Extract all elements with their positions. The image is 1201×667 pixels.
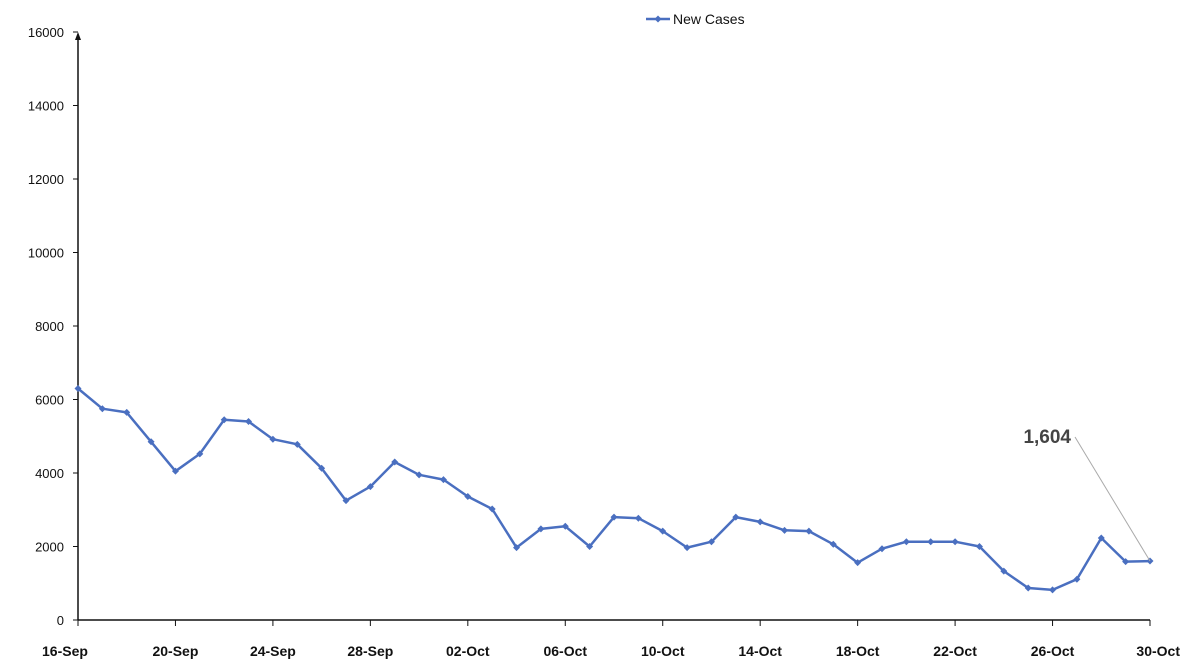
- data-point: [220, 416, 228, 424]
- data-point: [975, 543, 983, 550]
- y-tick-label: 14000: [28, 99, 64, 114]
- data-point: [464, 493, 472, 501]
- data-point: [781, 526, 789, 534]
- y-axis: 0 2000 4000 6000 8000 10000 12000 14000 16000: [28, 25, 81, 628]
- data-point: [123, 408, 131, 416]
- data-point: [245, 418, 253, 426]
- data-point: [1073, 575, 1081, 583]
- x-tick-label: 20-Sep: [152, 643, 198, 659]
- data-point: [878, 545, 886, 553]
- data-point: [610, 513, 618, 521]
- data-point: [659, 527, 667, 535]
- data-point: [318, 464, 326, 472]
- x-tick-label: 06-Oct: [543, 643, 587, 659]
- data-point: [293, 440, 301, 448]
- series-new-cases: [74, 384, 1154, 594]
- data-point: [537, 525, 545, 533]
- y-axis-arrow: [75, 32, 81, 40]
- legend: New Cases: [646, 11, 745, 27]
- x-tick-label: 28-Sep: [347, 643, 393, 659]
- y-tick-label: 16000: [28, 25, 64, 40]
- data-point: [805, 527, 813, 535]
- data-point: [902, 538, 910, 546]
- y-tick-label: 6000: [35, 393, 64, 408]
- y-tick-label: 2000: [35, 540, 64, 555]
- legend-label: New Cases: [673, 11, 745, 27]
- callout-leader-line: [1074, 436, 1151, 562]
- data-callout: 1,604: [1023, 427, 1151, 562]
- data-point: [683, 544, 691, 552]
- data-point: [707, 538, 715, 546]
- data-point: [1024, 584, 1032, 592]
- data-point: [366, 483, 374, 491]
- data-point: [342, 497, 350, 505]
- data-point: [756, 518, 764, 526]
- data-point: [1049, 586, 1057, 594]
- data-point: [439, 476, 447, 484]
- x-tick-label: 10-Oct: [641, 643, 685, 659]
- data-point: [732, 513, 740, 521]
- x-tick-label: 26-Oct: [1031, 643, 1075, 659]
- data-point: [854, 559, 862, 567]
- x-tick-label: 18-Oct: [836, 643, 880, 659]
- y-tick-label: 4000: [35, 466, 64, 481]
- data-point: [147, 438, 155, 446]
- y-tick-label: 8000: [35, 319, 64, 334]
- data-point: [196, 450, 204, 458]
- y-tick-label: 10000: [28, 246, 64, 261]
- data-point: [561, 522, 569, 530]
- legend-marker: [654, 15, 662, 23]
- data-point: [171, 467, 179, 475]
- data-point: [586, 543, 594, 550]
- data-point: [488, 505, 496, 513]
- data-point: [269, 435, 277, 443]
- y-tick-label: 0: [57, 613, 64, 628]
- data-point: [415, 471, 423, 479]
- data-point: [1000, 567, 1008, 575]
- x-axis: 16-Sep 20-Sep 24-Sep 28-Sep 02-Oct 06-Oct 10-O…: [42, 619, 1180, 659]
- data-point: [951, 538, 959, 546]
- data-point: [513, 544, 521, 552]
- x-tick-label: 30-Oct: [1136, 643, 1180, 659]
- data-point: [927, 538, 935, 546]
- series-line: [77, 387, 1151, 592]
- data-point: [829, 540, 837, 548]
- x-tick-label: 16-Sep: [42, 643, 88, 659]
- x-tick-label: 24-Sep: [250, 643, 296, 659]
- data-point: [391, 458, 399, 466]
- data-point: [1122, 558, 1130, 566]
- data-point: [634, 514, 642, 522]
- data-point: [74, 384, 82, 392]
- data-point: [98, 405, 106, 413]
- x-tick-label: 14-Oct: [738, 643, 782, 659]
- callout-label: 1,604: [1023, 427, 1071, 448]
- data-point: [1097, 534, 1105, 542]
- x-tick-label: 22-Oct: [933, 643, 977, 659]
- x-tick-label: 02-Oct: [446, 643, 490, 659]
- y-tick-label: 12000: [28, 172, 64, 187]
